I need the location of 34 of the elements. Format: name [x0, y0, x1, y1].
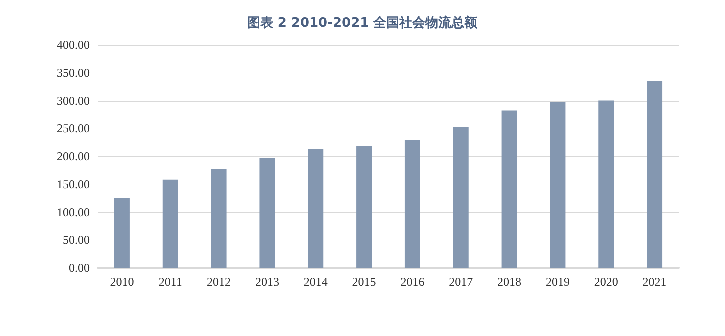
x-tick-label: 2014 — [304, 275, 328, 289]
bar — [114, 198, 130, 268]
bar — [550, 102, 566, 268]
x-tick-label: 2016 — [400, 275, 425, 289]
y-tick-label: 150.00 — [57, 177, 90, 192]
x-tick-label: 2017 — [449, 275, 474, 289]
bar — [598, 100, 614, 268]
y-tick-label: 100.00 — [57, 205, 90, 220]
y-tick-label: 400.00 — [57, 38, 90, 52]
bar — [260, 158, 276, 268]
x-tick-label: 2020 — [594, 275, 618, 289]
y-tick-label: 350.00 — [57, 66, 90, 80]
x-tick-label: 2018 — [498, 275, 522, 289]
chart-title: 图表 2 2010-2021 全国社会物流总额 — [247, 15, 479, 31]
y-tick-label: 50.00 — [63, 233, 90, 248]
bar — [308, 149, 324, 268]
bar — [404, 140, 420, 268]
x-tick-label: 2021 — [642, 275, 667, 289]
y-tick-label: 0.00 — [69, 261, 90, 275]
bar — [453, 128, 469, 268]
x-tick-label: 2019 — [546, 275, 570, 289]
bar — [162, 180, 178, 268]
y-tick-label: 300.00 — [57, 94, 90, 108]
y-tick-label: 250.00 — [57, 122, 90, 136]
y-tick-label: 200.00 — [57, 150, 90, 164]
x-tick-label: 2015 — [352, 275, 376, 289]
x-tick-label: 2011 — [158, 275, 182, 289]
bar — [356, 146, 372, 268]
bar — [211, 169, 227, 268]
x-tick-label: 2012 — [207, 275, 232, 289]
bar — [647, 81, 663, 268]
bar — [502, 110, 518, 268]
x-tick-label: 2010 — [110, 275, 134, 289]
x-tick-label: 2013 — [255, 275, 280, 289]
